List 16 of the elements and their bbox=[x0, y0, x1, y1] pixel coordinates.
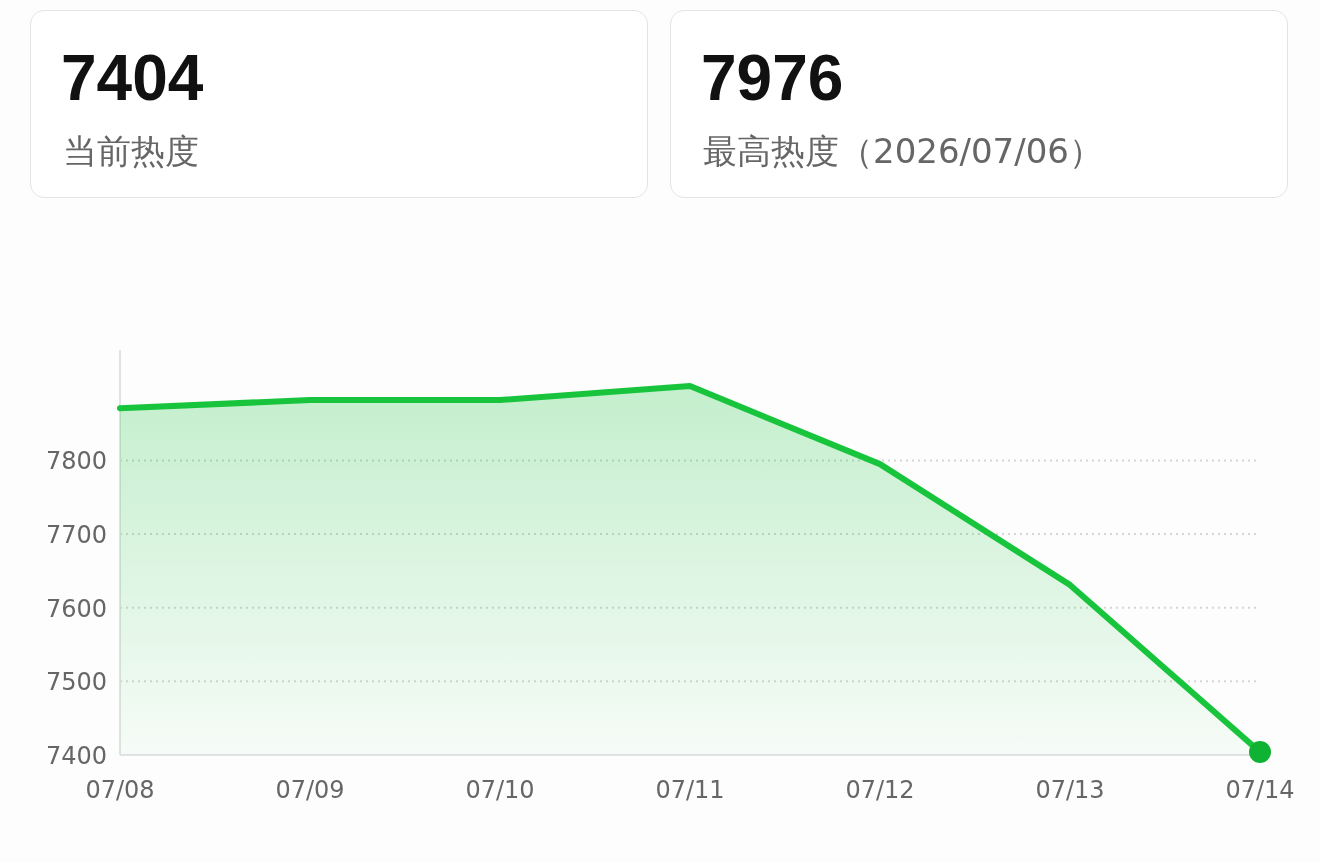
text: 当前热度 bbox=[63, 130, 199, 173]
x-tick-label: 07/09 bbox=[275, 776, 345, 804]
y-tick-label: 7700 bbox=[45, 521, 107, 550]
x-tick-label: 07/14 bbox=[1225, 776, 1295, 804]
y-tick-label: 7800 bbox=[45, 447, 107, 476]
y-tick-label: 7600 bbox=[45, 594, 107, 623]
text: 7976 bbox=[701, 41, 844, 115]
y-tick-label: 7500 bbox=[45, 668, 107, 697]
x-tick-label: 07/10 bbox=[465, 776, 535, 804]
y-tick-label: 7400 bbox=[45, 742, 107, 770]
x-tick-label: 07/08 bbox=[85, 776, 155, 804]
text: 最高热度（2026/07/06） bbox=[703, 130, 1103, 173]
x-tick-label: 07/11 bbox=[655, 776, 725, 804]
x-tick-label: 07/13 bbox=[1035, 776, 1105, 804]
x-tick-label: 07/12 bbox=[845, 776, 915, 804]
text: 7404 bbox=[61, 41, 204, 115]
